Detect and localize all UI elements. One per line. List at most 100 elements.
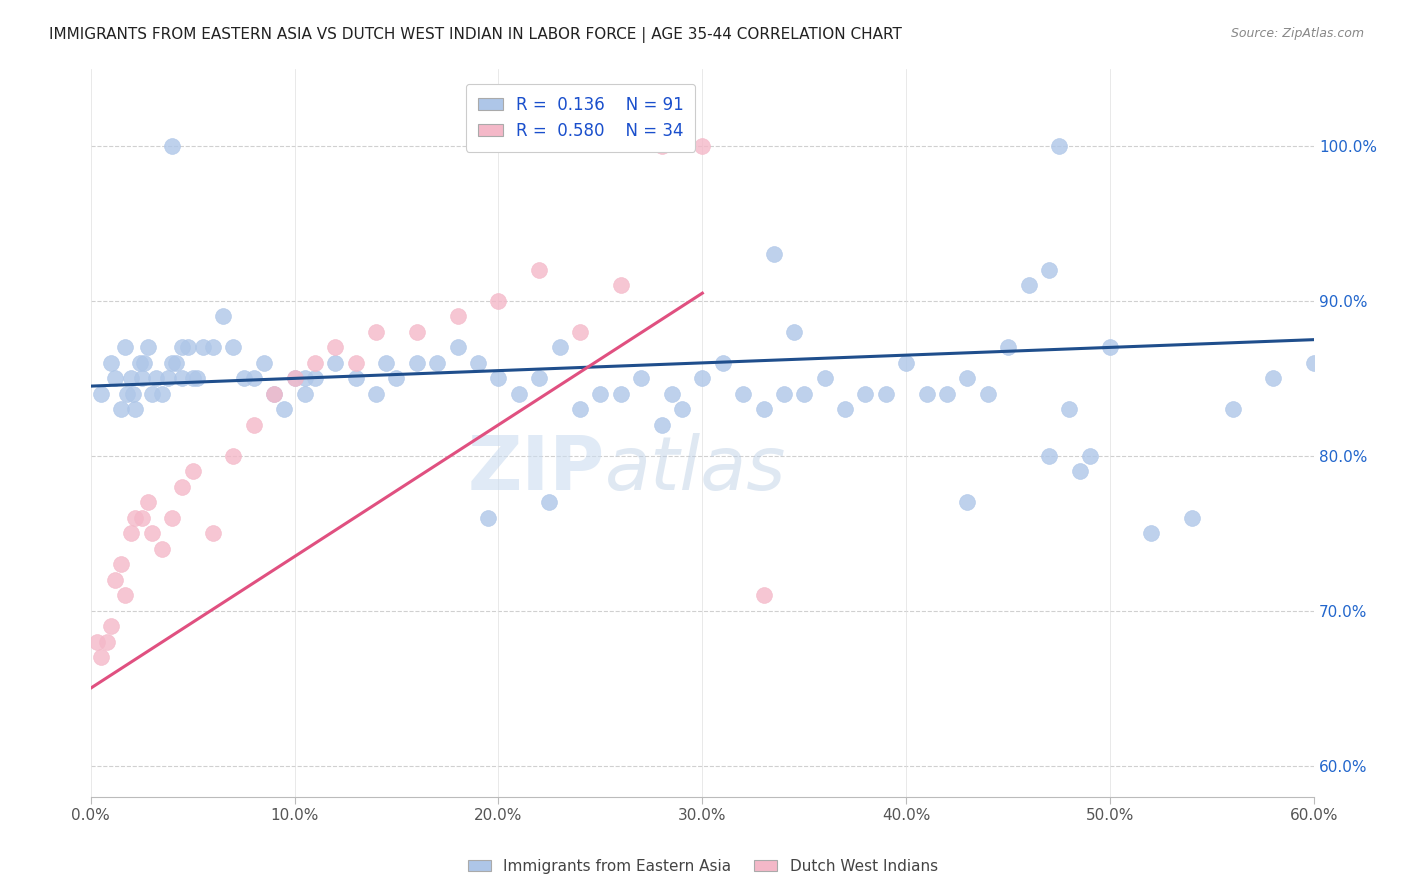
Point xyxy=(569,325,592,339)
Point xyxy=(692,139,714,153)
Point xyxy=(793,387,815,401)
Point xyxy=(294,387,316,401)
Point xyxy=(733,387,755,401)
Point xyxy=(177,340,200,354)
Point xyxy=(120,526,142,541)
Point xyxy=(896,356,918,370)
Point xyxy=(956,495,979,509)
Point xyxy=(1303,356,1326,370)
Point xyxy=(692,371,714,385)
Point xyxy=(114,588,136,602)
Point xyxy=(263,387,285,401)
Point xyxy=(136,340,159,354)
Point xyxy=(86,634,108,648)
Point xyxy=(997,340,1019,354)
Point xyxy=(145,371,167,385)
Point xyxy=(263,387,285,401)
Point xyxy=(323,340,346,354)
Point xyxy=(405,356,427,370)
Point xyxy=(814,371,837,385)
Point xyxy=(323,356,346,370)
Point xyxy=(131,511,153,525)
Point xyxy=(477,511,499,525)
Text: atlas: atlas xyxy=(605,433,786,505)
Point xyxy=(232,371,254,385)
Point xyxy=(1099,340,1122,354)
Point xyxy=(783,325,806,339)
Point xyxy=(124,402,146,417)
Point xyxy=(104,371,127,385)
Point xyxy=(160,356,183,370)
Point xyxy=(375,356,398,370)
Point xyxy=(447,340,470,354)
Point xyxy=(875,387,897,401)
Point xyxy=(128,356,150,370)
Point xyxy=(117,387,139,401)
Point xyxy=(651,139,673,153)
Point xyxy=(1047,139,1070,153)
Point xyxy=(124,511,146,525)
Point xyxy=(671,402,693,417)
Point xyxy=(201,340,224,354)
Point xyxy=(90,387,112,401)
Point xyxy=(186,371,208,385)
Point xyxy=(1078,449,1101,463)
Point xyxy=(104,573,127,587)
Point xyxy=(304,371,326,385)
Point xyxy=(157,371,180,385)
Point xyxy=(96,634,118,648)
Point xyxy=(150,387,173,401)
Point xyxy=(141,387,163,401)
Point xyxy=(191,340,214,354)
Legend: Immigrants from Eastern Asia, Dutch West Indians: Immigrants from Eastern Asia, Dutch West… xyxy=(463,853,943,880)
Point xyxy=(253,356,276,370)
Point xyxy=(630,371,652,385)
Point xyxy=(160,139,183,153)
Point xyxy=(1018,278,1040,293)
Point xyxy=(283,371,305,385)
Point xyxy=(1181,511,1204,525)
Point xyxy=(1069,464,1091,478)
Point xyxy=(405,325,427,339)
Point xyxy=(569,402,592,417)
Point xyxy=(172,480,194,494)
Point xyxy=(132,356,155,370)
Point xyxy=(915,387,938,401)
Point xyxy=(90,650,112,665)
Point xyxy=(661,387,683,401)
Point xyxy=(141,526,163,541)
Point xyxy=(283,371,305,385)
Point xyxy=(855,387,877,401)
Point xyxy=(131,371,153,385)
Point xyxy=(242,417,264,432)
Point xyxy=(344,356,367,370)
Point xyxy=(752,402,775,417)
Point xyxy=(344,371,367,385)
Point xyxy=(273,402,295,417)
Point xyxy=(711,356,734,370)
Point xyxy=(1038,449,1060,463)
Point xyxy=(488,293,510,308)
Point xyxy=(242,371,264,385)
Point xyxy=(150,541,173,556)
Point xyxy=(181,464,204,478)
Point xyxy=(160,511,183,525)
Point xyxy=(222,340,245,354)
Point xyxy=(426,356,449,370)
Point xyxy=(100,619,122,633)
Point xyxy=(294,371,316,385)
Point xyxy=(110,402,132,417)
Text: IMMIGRANTS FROM EASTERN ASIA VS DUTCH WEST INDIAN IN LABOR FORCE | AGE 35-44 COR: IMMIGRANTS FROM EASTERN ASIA VS DUTCH WE… xyxy=(49,27,903,43)
Point xyxy=(165,356,187,370)
Point xyxy=(364,325,387,339)
Point xyxy=(773,387,796,401)
Point xyxy=(834,402,856,417)
Point xyxy=(1140,526,1163,541)
Point xyxy=(172,340,194,354)
Point xyxy=(529,263,551,277)
Point xyxy=(467,356,489,370)
Point xyxy=(508,387,530,401)
Point xyxy=(212,310,235,324)
Text: ZIP: ZIP xyxy=(467,433,605,506)
Point xyxy=(977,387,1000,401)
